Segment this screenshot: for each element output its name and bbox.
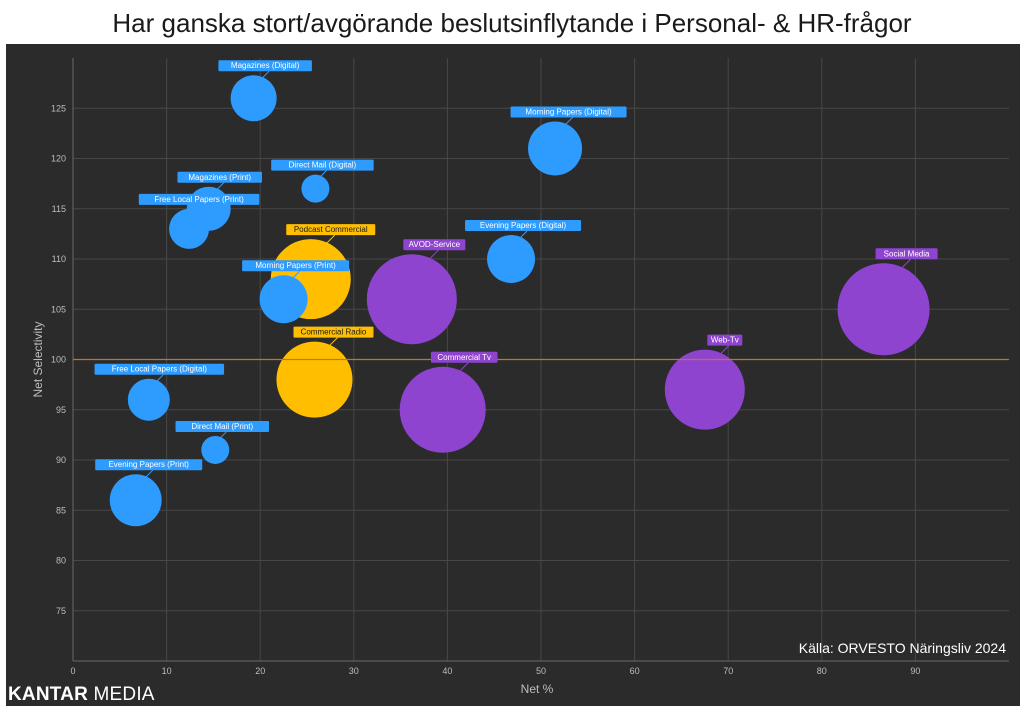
label-box [707,334,743,346]
bubble-point [487,235,536,283]
bubble-point [169,208,210,249]
brand-logo: KANTAR MEDIA [8,684,155,706]
label-leader-line [327,337,338,348]
bubble-point [837,263,930,356]
bubble-label: Direct Mail (Print) [191,422,253,431]
label-leader-line [155,374,164,383]
label-box [94,363,225,375]
y-tick-label: 100 [51,355,66,365]
label-leader-line [261,70,270,80]
label-box [177,171,262,183]
bubble-point [259,275,308,324]
label-box [138,193,260,205]
y-axis-title: Net Selectivity [31,321,45,397]
label-box [175,420,270,432]
bubble-label: Morning Papers (Print) [255,261,336,270]
bubble-label: Magazines (Digital) [231,61,300,70]
bubble-point [230,75,277,122]
label-box [95,459,203,471]
x-tick-label: 90 [910,666,920,676]
bubble-label: Commercial Tv [437,353,491,362]
chart-title: Har ganska stort/avgörande beslutsinflyt… [112,8,912,38]
bubble-label: Evening Papers (Digital) [480,221,567,230]
x-tick-label: 50 [536,666,546,676]
label-box [271,159,374,171]
y-tick-label: 110 [52,254,66,264]
label-leader-line [195,204,204,213]
bubble-label: AVOD-Service [409,240,461,249]
y-tick-label: 85 [56,505,66,515]
x-tick-label: 80 [817,666,827,676]
x-tick-label: 20 [255,666,265,676]
bubble-point [276,341,353,418]
bubble-label: Free Local Papers (Digital) [112,365,207,374]
bubble-label: Magazines (Print) [188,173,251,182]
brand-light: MEDIA [93,684,155,705]
label-box [510,106,627,118]
chart-panel [6,44,1020,706]
bubble-label: Web-Tv [711,336,739,345]
label-box [875,248,938,260]
y-tick-label: 80 [56,556,66,566]
label-leader-line [718,345,730,357]
x-tick-label: 30 [349,666,359,676]
label-box [242,260,350,272]
bubble-point [127,378,170,421]
x-tick-label: 10 [162,666,172,676]
bubble-label: Direct Mail (Digital) [289,161,357,170]
bubble-point [399,366,486,453]
y-tick-label: 75 [56,606,66,616]
brand-bold: KANTAR [8,684,89,705]
label-leader-line [899,258,911,271]
bubble-label: Morning Papers (Digital) [525,107,612,116]
y-tick-label: 105 [51,304,66,314]
y-tick-label: 120 [51,154,66,164]
x-tick-label: 70 [723,666,733,676]
label-leader-line [457,362,469,374]
x-axis-title: Net % [521,682,554,696]
bubble-label: Social Media [884,249,930,258]
y-tick-label: 115 [52,204,66,214]
label-leader-line [291,270,300,280]
x-tick-label: 60 [630,666,640,676]
label-box [218,60,312,72]
bubble-point [366,254,457,345]
label-box [293,326,374,338]
bubble-label: Commercial Radio [301,328,367,337]
bubble-label: Podcast Commercial [294,225,368,234]
y-tick-label: 125 [51,103,66,113]
bubble-point [528,121,583,176]
label-box [430,351,498,363]
bubble-point [201,435,230,464]
y-tick-label: 90 [56,455,66,465]
label-leader-line [144,469,154,479]
label-box [403,239,466,251]
label-leader-line [216,182,225,191]
bubble-label: Evening Papers (Print) [108,460,189,469]
label-leader-line [427,249,439,262]
source-note: Källa: ORVESTO Näringsliv 2024 [798,640,1006,656]
label-leader-line [319,170,327,178]
x-tick-label: 0 [70,666,75,676]
x-tick-label: 40 [442,666,452,676]
label-leader-line [219,431,227,439]
y-tick-label: 95 [56,405,66,415]
label-leader-line [324,234,336,246]
bubble-label: Free Local Papers (Print) [154,195,244,204]
label-box [286,224,376,236]
bubble-point [301,174,330,203]
bubble-point [664,349,745,430]
bubble-point [109,474,162,527]
label-leader-line [564,117,573,126]
label-leader-line [519,230,528,239]
label-box [465,220,582,231]
